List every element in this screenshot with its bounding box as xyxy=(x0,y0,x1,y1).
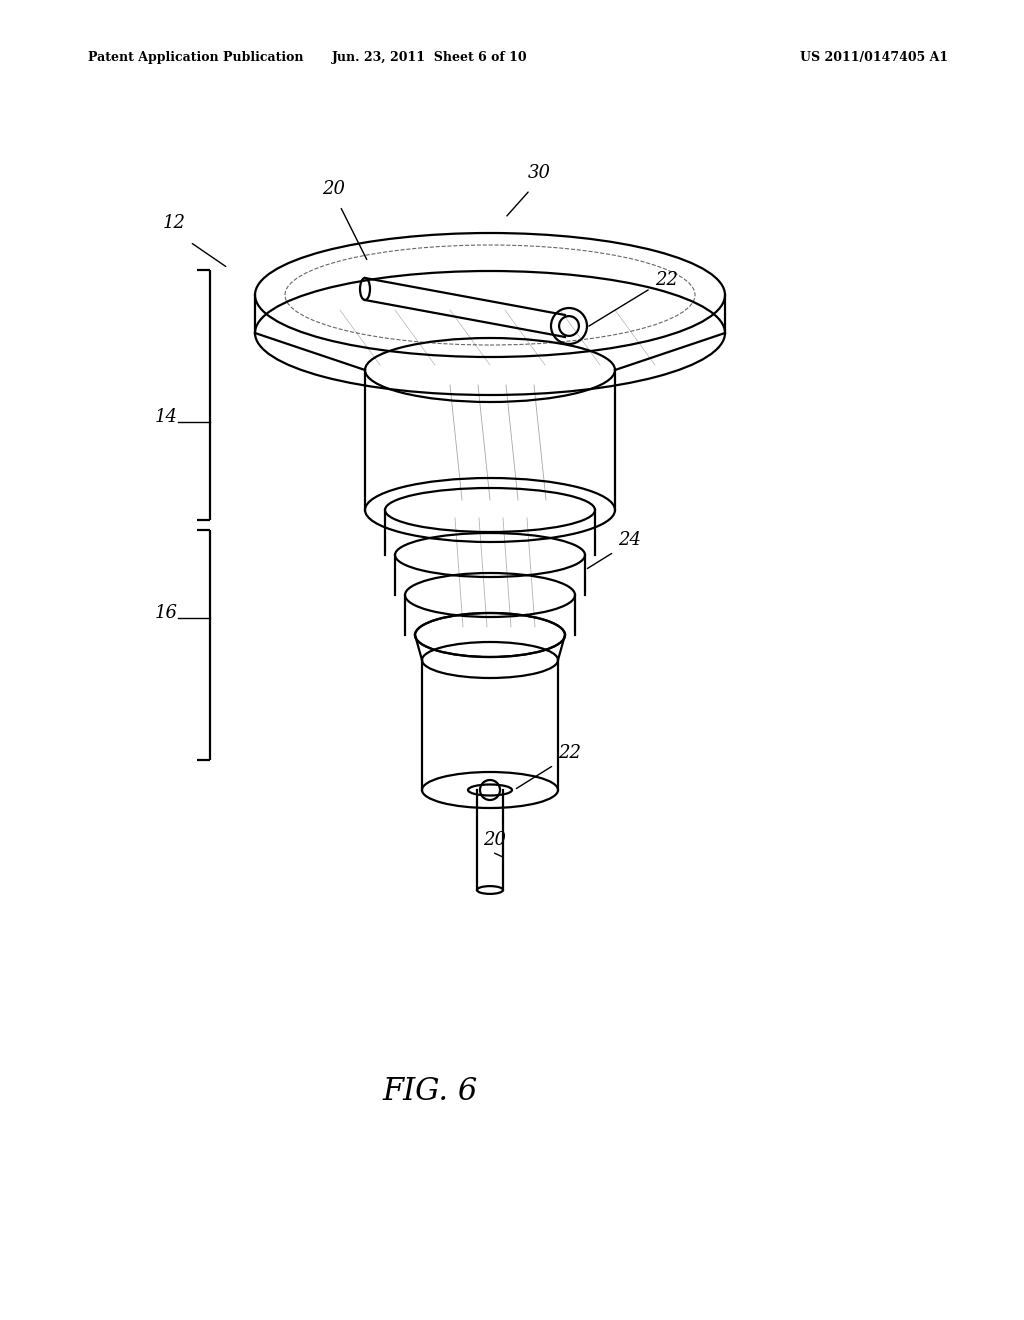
Text: 20: 20 xyxy=(483,832,506,849)
Text: 30: 30 xyxy=(528,164,551,182)
Text: 14: 14 xyxy=(155,408,178,426)
Text: 16: 16 xyxy=(155,605,178,622)
Text: 22: 22 xyxy=(558,744,581,762)
Text: Jun. 23, 2011  Sheet 6 of 10: Jun. 23, 2011 Sheet 6 of 10 xyxy=(332,51,527,65)
Text: 20: 20 xyxy=(322,180,345,198)
Text: FIG. 6: FIG. 6 xyxy=(382,1077,477,1107)
Text: US 2011/0147405 A1: US 2011/0147405 A1 xyxy=(800,51,948,65)
Text: Patent Application Publication: Patent Application Publication xyxy=(88,51,303,65)
Text: 22: 22 xyxy=(655,271,678,289)
Text: 24: 24 xyxy=(618,531,641,549)
Text: 12: 12 xyxy=(163,214,186,232)
